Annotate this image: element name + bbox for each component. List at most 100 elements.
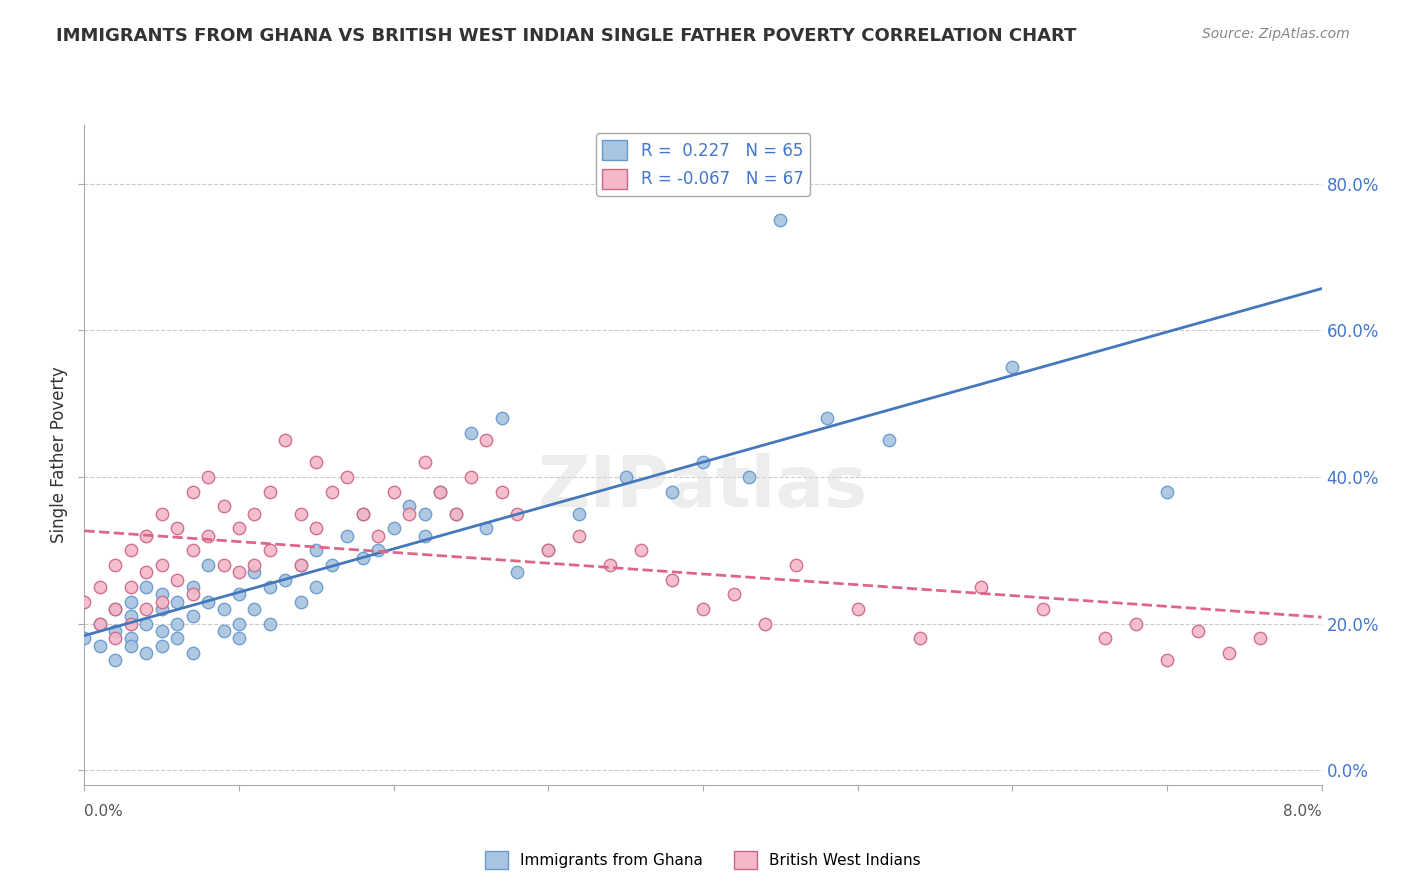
Legend: R =  0.227   N = 65, R = -0.067   N = 67: R = 0.227 N = 65, R = -0.067 N = 67 xyxy=(596,133,810,195)
Point xyxy=(444,507,467,521)
Point xyxy=(754,616,776,631)
Text: 0.0%: 0.0% xyxy=(84,805,124,819)
Point xyxy=(491,484,513,499)
Point xyxy=(661,573,683,587)
Point xyxy=(537,543,560,558)
Point xyxy=(104,602,127,616)
Point xyxy=(181,609,204,624)
Point xyxy=(1187,624,1209,638)
Point xyxy=(166,573,188,587)
Point xyxy=(1032,602,1054,616)
Point xyxy=(89,616,111,631)
Point xyxy=(181,543,204,558)
Point xyxy=(73,632,96,646)
Legend: Immigrants from Ghana, British West Indians: Immigrants from Ghana, British West Indi… xyxy=(479,845,927,875)
Point xyxy=(352,507,374,521)
Point xyxy=(692,602,714,616)
Point xyxy=(1125,616,1147,631)
Point xyxy=(429,484,451,499)
Point xyxy=(336,528,359,542)
Point xyxy=(692,455,714,469)
Point xyxy=(135,566,157,580)
Point xyxy=(382,484,405,499)
Point xyxy=(846,602,869,616)
Point xyxy=(305,543,328,558)
Point xyxy=(150,507,173,521)
Point xyxy=(352,550,374,565)
Point xyxy=(274,573,297,587)
Text: Source: ZipAtlas.com: Source: ZipAtlas.com xyxy=(1202,27,1350,41)
Point xyxy=(259,580,281,594)
Point xyxy=(181,646,204,660)
Point xyxy=(89,580,111,594)
Point xyxy=(908,632,931,646)
Point xyxy=(243,507,266,521)
Point xyxy=(228,521,250,535)
Text: 8.0%: 8.0% xyxy=(1282,805,1322,819)
Point xyxy=(290,507,312,521)
Point xyxy=(135,616,157,631)
Point xyxy=(398,507,420,521)
Point xyxy=(367,528,389,542)
Point xyxy=(104,558,127,572)
Point xyxy=(723,587,745,601)
Point xyxy=(398,500,420,514)
Point xyxy=(181,484,204,499)
Point xyxy=(1156,653,1178,667)
Point xyxy=(630,543,652,558)
Point xyxy=(135,602,157,616)
Point xyxy=(475,521,498,535)
Point xyxy=(970,580,993,594)
Point xyxy=(444,507,467,521)
Point xyxy=(877,434,900,448)
Point xyxy=(166,616,188,631)
Point xyxy=(491,411,513,425)
Point xyxy=(120,616,142,631)
Point xyxy=(305,521,328,535)
Point xyxy=(785,558,807,572)
Point xyxy=(135,646,157,660)
Point xyxy=(89,616,111,631)
Point xyxy=(228,587,250,601)
Point xyxy=(614,470,637,484)
Point xyxy=(460,425,482,440)
Point xyxy=(243,566,266,580)
Point xyxy=(120,609,142,624)
Point xyxy=(104,653,127,667)
Point xyxy=(738,470,761,484)
Point xyxy=(413,455,436,469)
Point xyxy=(352,507,374,521)
Point xyxy=(166,521,188,535)
Point xyxy=(197,558,219,572)
Point xyxy=(212,624,235,638)
Point xyxy=(228,566,250,580)
Point xyxy=(1249,632,1271,646)
Point xyxy=(413,528,436,542)
Point xyxy=(212,558,235,572)
Point xyxy=(243,558,266,572)
Point xyxy=(120,594,142,608)
Y-axis label: Single Father Poverty: Single Father Poverty xyxy=(51,367,69,543)
Point xyxy=(73,594,96,608)
Point xyxy=(1156,484,1178,499)
Point xyxy=(1218,646,1240,660)
Point xyxy=(150,602,173,616)
Point xyxy=(290,558,312,572)
Point xyxy=(150,639,173,653)
Point xyxy=(274,434,297,448)
Point xyxy=(506,507,529,521)
Point xyxy=(120,632,142,646)
Point xyxy=(321,558,343,572)
Point xyxy=(599,558,621,572)
Point xyxy=(1001,359,1024,374)
Point xyxy=(537,543,560,558)
Point xyxy=(120,639,142,653)
Point xyxy=(336,470,359,484)
Text: IMMIGRANTS FROM GHANA VS BRITISH WEST INDIAN SINGLE FATHER POVERTY CORRELATION C: IMMIGRANTS FROM GHANA VS BRITISH WEST IN… xyxy=(56,27,1077,45)
Point xyxy=(661,484,683,499)
Point xyxy=(89,639,111,653)
Point xyxy=(259,484,281,499)
Point xyxy=(212,500,235,514)
Point xyxy=(413,507,436,521)
Point xyxy=(181,587,204,601)
